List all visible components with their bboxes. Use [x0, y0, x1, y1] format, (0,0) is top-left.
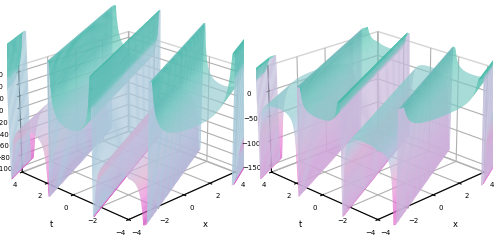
X-axis label: x: x: [452, 220, 458, 229]
X-axis label: x: x: [203, 220, 208, 229]
Y-axis label: t: t: [299, 220, 302, 229]
Y-axis label: t: t: [50, 220, 53, 229]
